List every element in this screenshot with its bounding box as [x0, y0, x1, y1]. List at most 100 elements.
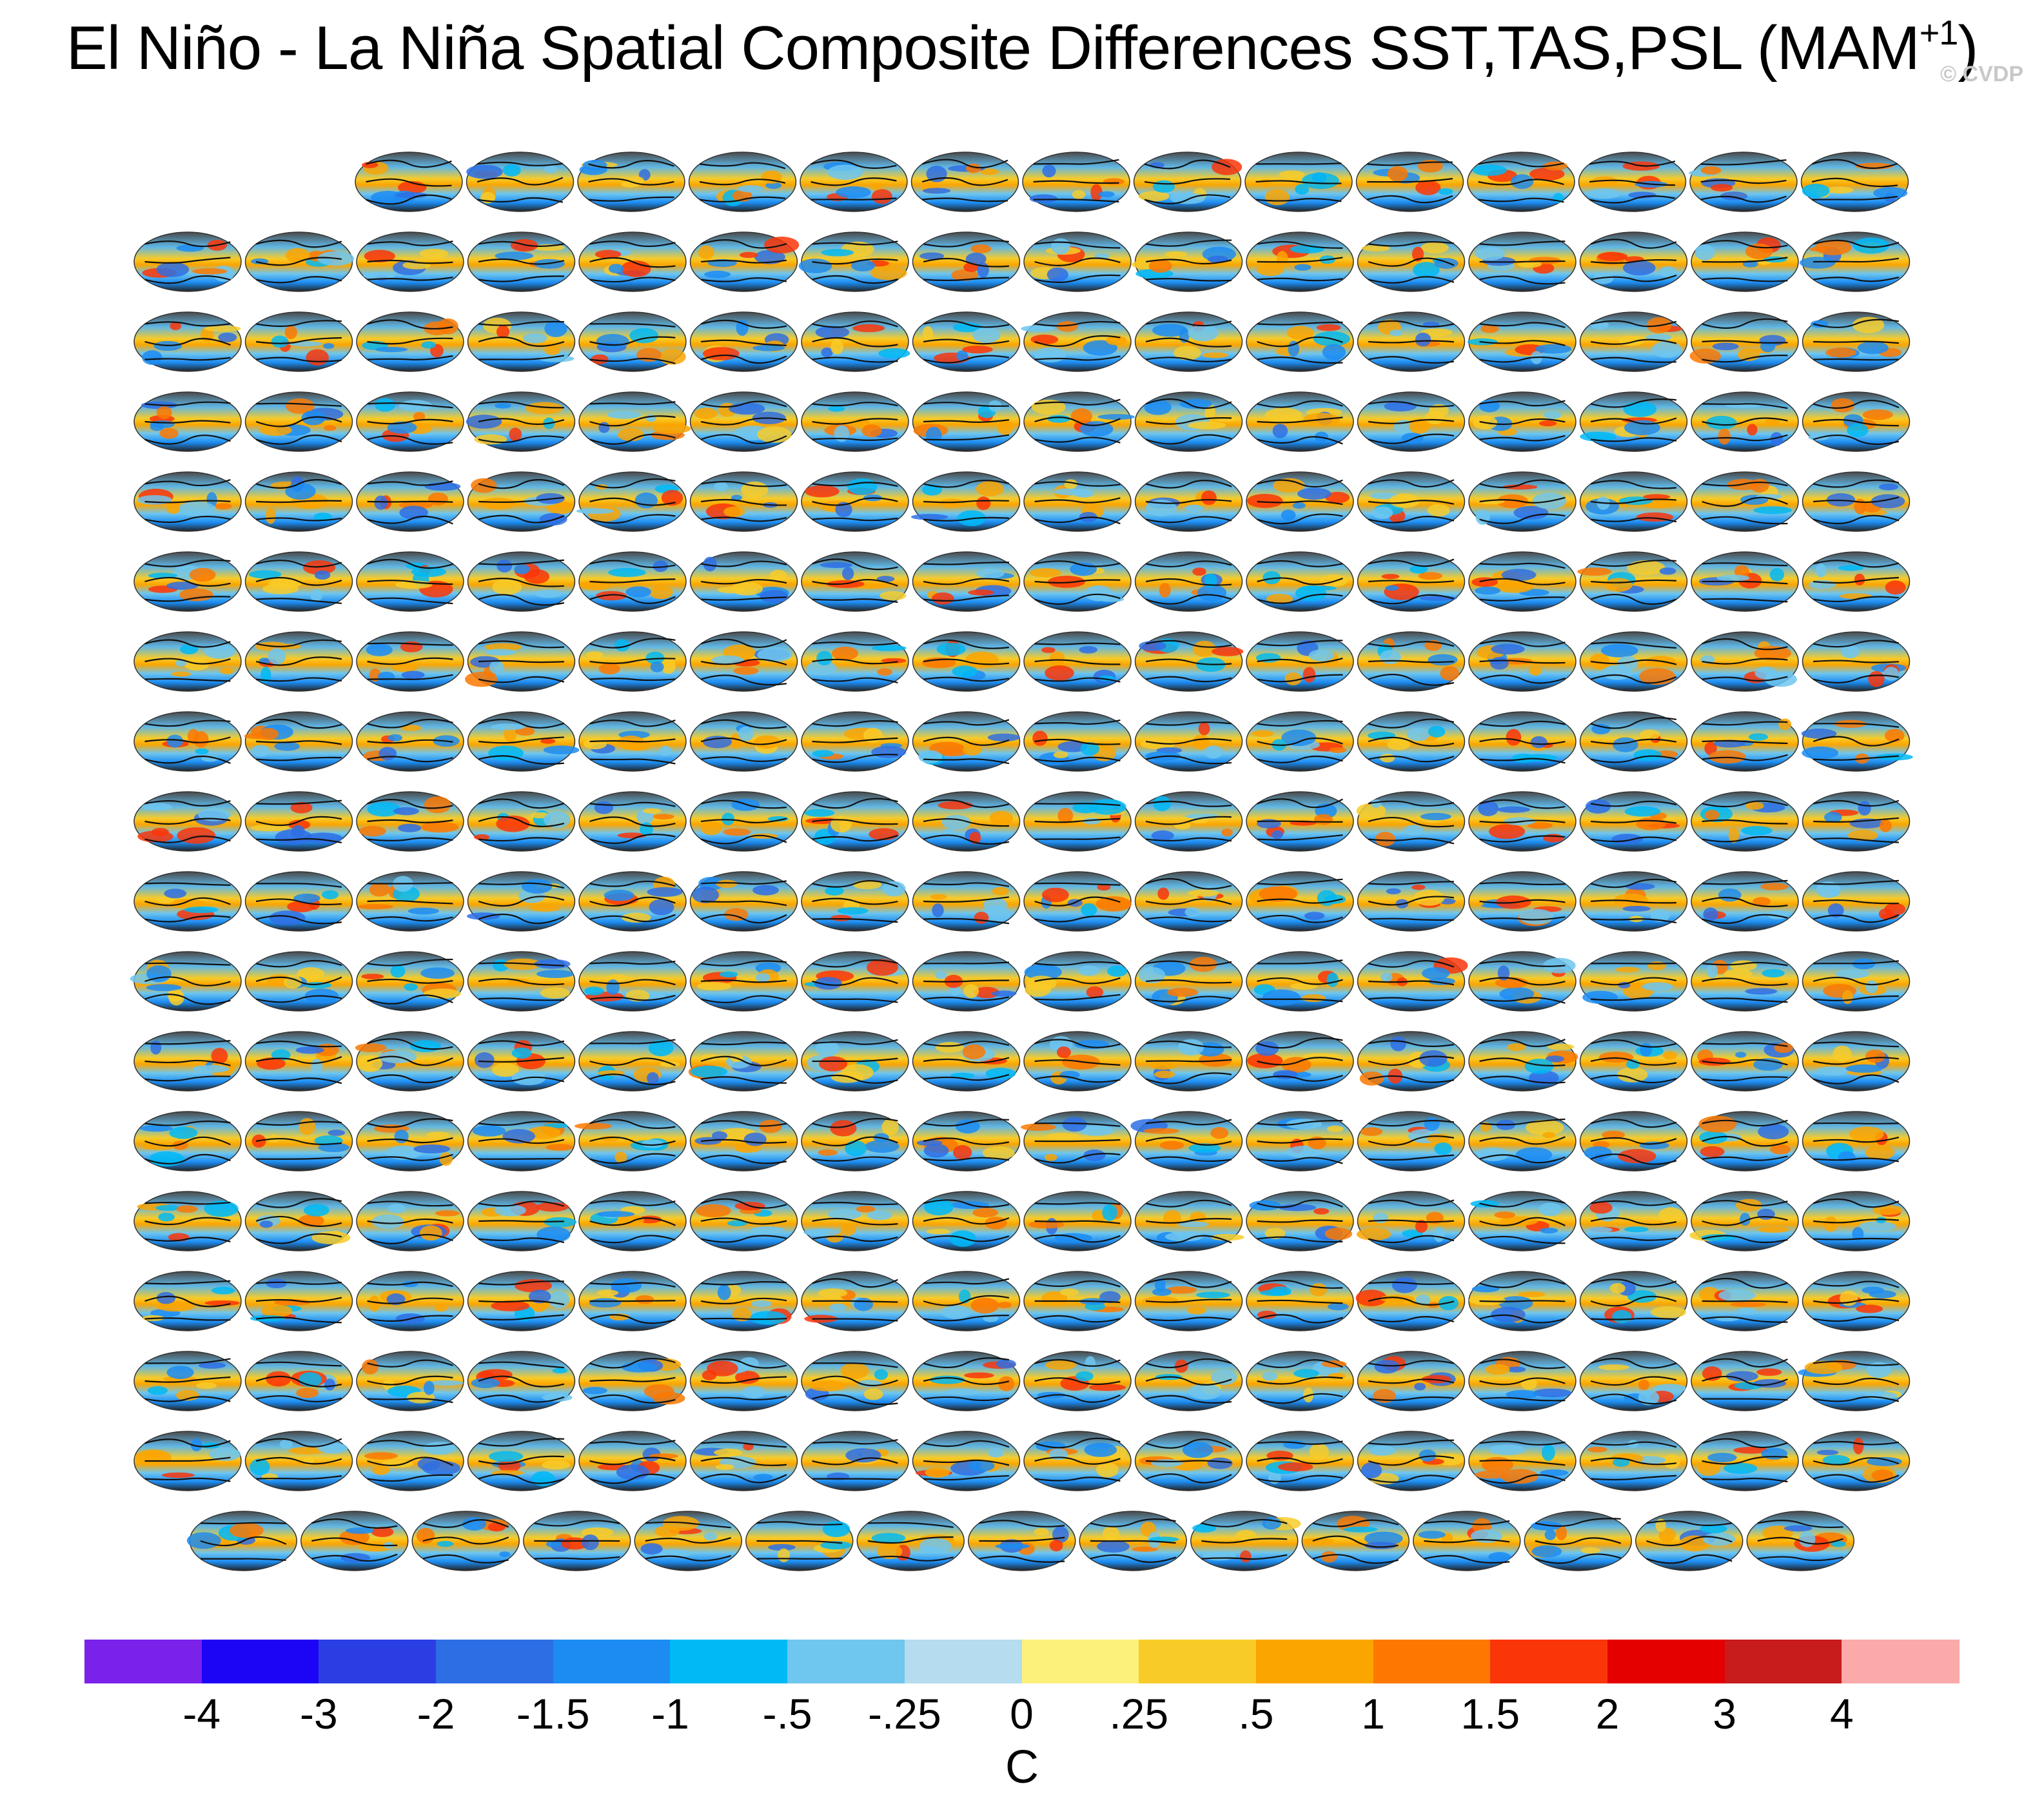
map-panel [244, 1191, 353, 1251]
colorbar-box [436, 1640, 554, 1683]
colorbar-box [1021, 1640, 1139, 1683]
map-panel [578, 311, 687, 372]
map-panel [1468, 471, 1577, 532]
map-panel [467, 1031, 576, 1092]
map-panel [244, 871, 353, 932]
map-panel [1357, 391, 1466, 452]
map-panel [244, 471, 353, 532]
map-panel [689, 1431, 798, 1491]
map-panel [411, 1511, 520, 1571]
map-panel [1023, 471, 1132, 532]
map-panel [1691, 871, 1799, 932]
map-panel [910, 152, 1019, 212]
map-panel [745, 1511, 854, 1571]
map-panel [1301, 1511, 1410, 1571]
map-panel [912, 1431, 1021, 1491]
map-panel [1468, 711, 1577, 772]
map-panel [244, 1111, 353, 1172]
map-panel [467, 951, 576, 1012]
map-panel [801, 391, 909, 452]
map-panel [1134, 471, 1243, 532]
map-panel [1246, 551, 1354, 612]
map-panel [576, 471, 687, 532]
map-panel [1023, 551, 1132, 612]
map-panel [801, 951, 909, 1012]
colorbar-tick-label: -.5 [762, 1690, 812, 1738]
map-panel [1468, 1271, 1577, 1331]
map-panel [689, 951, 798, 1012]
map-panel [1802, 1111, 1911, 1172]
colorbar-tick-label: .25 [1109, 1690, 1169, 1738]
map-panel [467, 711, 580, 772]
colorbar [84, 1640, 1960, 1683]
map-panel [1357, 311, 1466, 372]
map-panel [689, 791, 798, 852]
map-panel [1579, 711, 1688, 772]
map-panel [578, 391, 691, 452]
colorbar-box [1139, 1640, 1257, 1683]
map-panel [912, 951, 1021, 1012]
map-panel [133, 311, 242, 372]
map-panel [1802, 1431, 1911, 1491]
map-panel [689, 1111, 798, 1172]
map-panel [467, 871, 576, 932]
map-panel [1355, 152, 1464, 212]
chart-title: El Niño - La Niña Spatial Composite Diff… [0, 13, 2044, 84]
map-panel [1577, 551, 1688, 612]
map-panel [1357, 1031, 1466, 1092]
map-panel [133, 1111, 242, 1172]
chart-title-main: El Niño - La Niña Spatial Composite Diff… [66, 14, 1920, 83]
map-panel [133, 1271, 242, 1331]
map-panel [355, 1031, 464, 1092]
map-panel [1467, 311, 1577, 372]
map-panel [578, 871, 687, 932]
map-panel [912, 231, 1021, 292]
map-panel [1134, 631, 1244, 692]
colorbar-box [84, 1640, 202, 1683]
map-panel [1691, 1031, 1799, 1092]
colorbar-box [553, 1640, 671, 1683]
map-panel [1468, 231, 1577, 292]
map-panel [1689, 311, 1799, 372]
map-panel [1357, 711, 1466, 772]
map-panel [912, 1031, 1021, 1092]
map-panel [1799, 231, 1911, 292]
map-panel [1357, 231, 1466, 292]
map-panel [1579, 1271, 1688, 1331]
map-panel [133, 231, 242, 292]
map-panel [1798, 1351, 1911, 1411]
map-panel [1579, 1191, 1688, 1251]
colorbar-tick-label: 1.5 [1460, 1690, 1520, 1738]
map-panel [1134, 551, 1243, 612]
map-panel [1133, 152, 1243, 212]
map-panel [1579, 631, 1688, 692]
colorbar-tick-label: -2 [417, 1690, 455, 1738]
map-panel [801, 791, 909, 852]
map-panel [634, 1511, 742, 1571]
map-panel [1691, 631, 1799, 692]
map-panel [912, 791, 1021, 852]
map-panel [1635, 1511, 1744, 1571]
map-panel [133, 1031, 242, 1092]
map-panel [244, 1351, 353, 1411]
map-panel [1023, 711, 1132, 772]
map-panel [1468, 551, 1577, 612]
map-panel [801, 1031, 909, 1092]
map-panel [912, 1111, 1021, 1172]
map-panel [1802, 471, 1911, 532]
map-panel [578, 711, 687, 772]
map-panel [578, 1431, 687, 1491]
colorbar-box [1255, 1640, 1374, 1683]
map-panel [1468, 1111, 1577, 1172]
map-panel [1246, 1191, 1354, 1251]
map-panel [578, 231, 687, 292]
map-panel [801, 551, 909, 612]
map-panel [1246, 791, 1354, 852]
map-panel [1356, 1191, 1466, 1251]
map-panel [801, 711, 909, 772]
map-panel [689, 711, 798, 772]
map-panel [1691, 1271, 1799, 1331]
map-panel [1468, 631, 1577, 692]
map-panel [133, 1431, 242, 1491]
map-panel [356, 871, 464, 932]
